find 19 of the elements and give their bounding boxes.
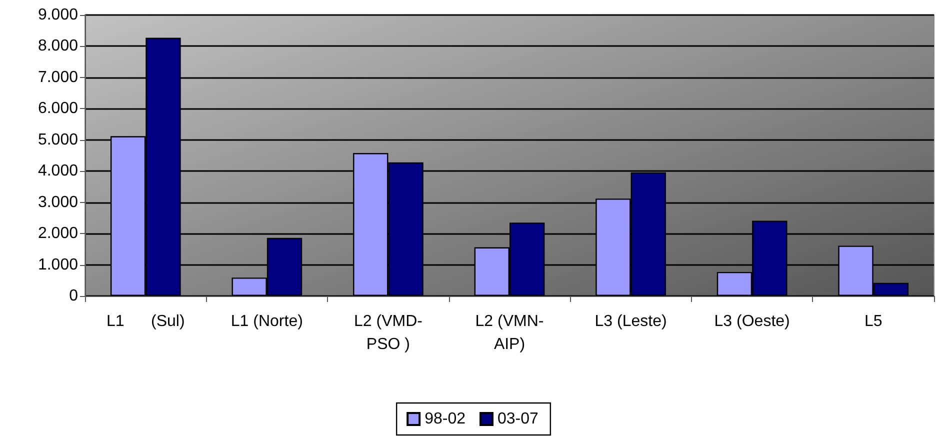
legend-label: 98-02 bbox=[424, 410, 466, 428]
x-tick-label: L1 (Norte) bbox=[230, 313, 303, 330]
y-tick-label: 2.000 bbox=[38, 225, 78, 242]
x-tick-label: L3 (Oeste) bbox=[714, 313, 790, 330]
x-tick-label: L3 (Leste) bbox=[594, 313, 667, 330]
x-tick-label: L5 bbox=[864, 313, 882, 330]
legend-label: 03-07 bbox=[498, 410, 539, 428]
y-tick-label: 6.000 bbox=[38, 100, 78, 118]
y-tick-label: 4.000 bbox=[38, 162, 78, 180]
y-tick-label: 8.000 bbox=[38, 38, 78, 55]
y-tick-label: 5.000 bbox=[38, 131, 78, 148]
y-tick-label: 7.000 bbox=[38, 68, 78, 86]
y-tick-label: 1.000 bbox=[38, 256, 78, 274]
y-tick-label: 3.000 bbox=[38, 194, 78, 211]
y-tick-label: 0 bbox=[69, 288, 78, 304]
x-tick-label: L1 (Sul) bbox=[106, 313, 185, 330]
x-tick-label: L2 (VMD-PSO ) bbox=[354, 313, 422, 353]
x-tick-label: L2 (VMN-AIP) bbox=[475, 313, 544, 353]
y-tick-label: 9.000 bbox=[38, 6, 78, 24]
